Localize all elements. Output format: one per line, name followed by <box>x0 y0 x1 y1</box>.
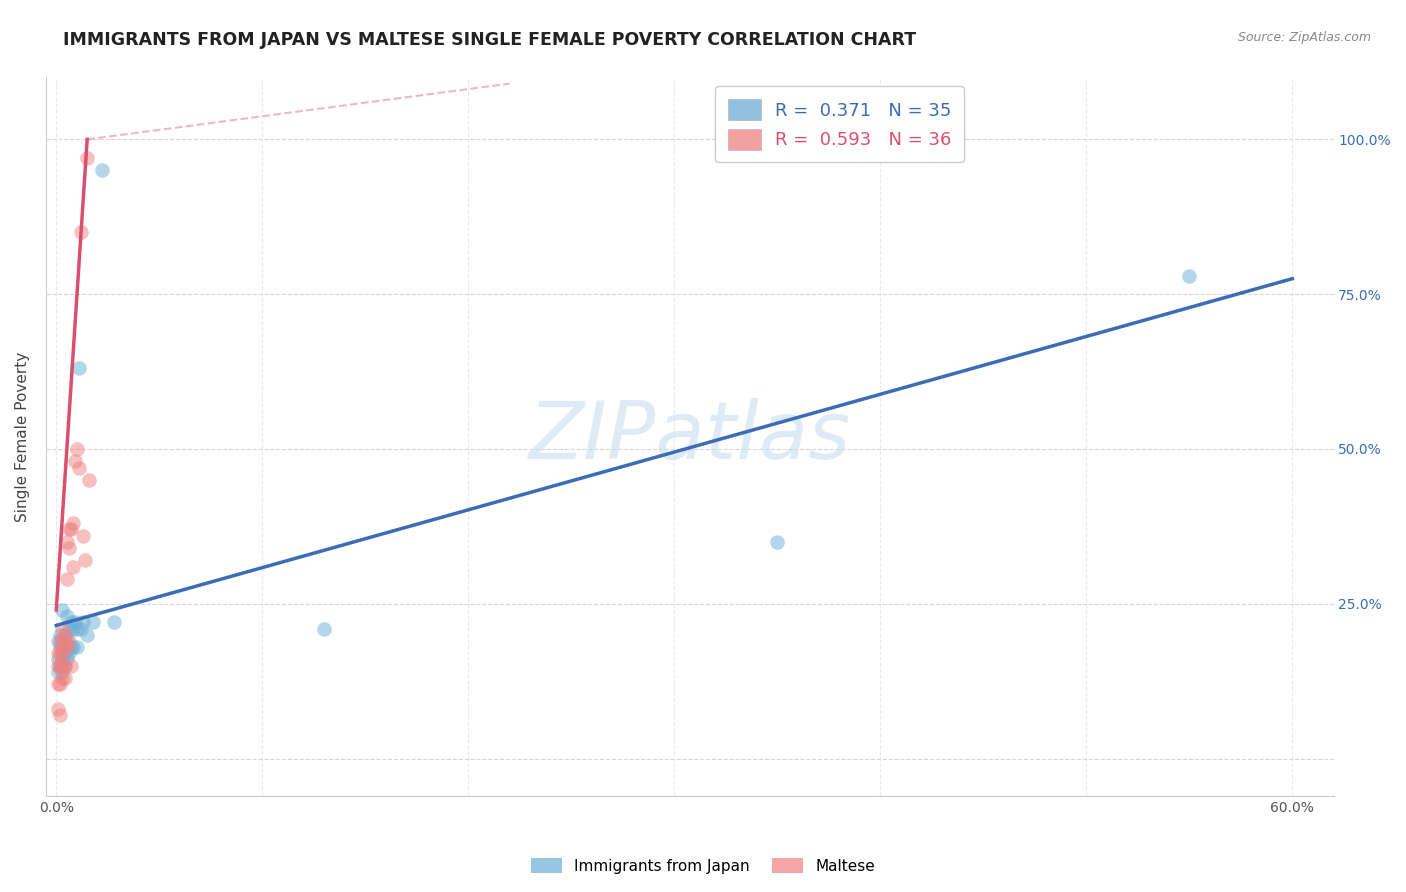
Point <box>51 603 73 617</box>
Point <box>51 658 73 673</box>
Point <box>53 671 76 685</box>
Point <box>76 151 98 165</box>
Point <box>59 615 82 630</box>
Point <box>51 640 73 654</box>
Point <box>53 628 76 642</box>
Point <box>55 572 77 586</box>
Point <box>82 615 104 630</box>
Point <box>59 640 82 654</box>
Point <box>66 640 89 654</box>
Point <box>49 658 72 673</box>
Point <box>51 665 73 679</box>
Point <box>67 361 90 376</box>
Point <box>46 665 69 679</box>
Point <box>62 640 84 654</box>
Point <box>59 658 82 673</box>
Text: IMMIGRANTS FROM JAPAN VS MALTESE SINGLE FEMALE POVERTY CORRELATION CHART: IMMIGRANTS FROM JAPAN VS MALTESE SINGLE … <box>63 31 917 49</box>
Text: ZIPatlas: ZIPatlas <box>529 398 851 475</box>
Point <box>55 534 77 549</box>
Point <box>55 633 77 648</box>
Point <box>90 163 112 178</box>
Point <box>51 652 73 666</box>
Point <box>53 658 76 673</box>
Point <box>72 615 94 630</box>
Point <box>49 708 72 723</box>
Point <box>58 541 80 555</box>
Point <box>76 628 98 642</box>
Point <box>63 454 86 468</box>
Point <box>67 460 90 475</box>
Point <box>62 622 84 636</box>
Point <box>63 615 86 630</box>
Point <box>53 658 76 673</box>
Point <box>49 677 72 691</box>
Point <box>55 652 77 666</box>
Point <box>59 523 82 537</box>
Point <box>66 442 89 456</box>
Point <box>766 534 789 549</box>
Point <box>62 559 84 574</box>
Legend: Immigrants from Japan, Maltese: Immigrants from Japan, Maltese <box>524 852 882 880</box>
Point <box>49 633 72 648</box>
Point <box>46 646 69 660</box>
Point <box>46 658 69 673</box>
Point <box>75 553 97 567</box>
Point <box>51 622 73 636</box>
Point <box>49 628 72 642</box>
Point <box>46 702 69 716</box>
Y-axis label: Single Female Poverty: Single Female Poverty <box>15 351 30 522</box>
Point <box>58 633 80 648</box>
Point <box>46 677 69 691</box>
Point <box>66 622 89 636</box>
Point <box>58 646 80 660</box>
Point <box>51 633 73 648</box>
Point <box>46 652 69 666</box>
Point <box>58 622 80 636</box>
Point <box>46 633 69 648</box>
Point <box>312 622 335 636</box>
Point <box>51 646 73 660</box>
Legend: R =  0.371   N = 35, R =  0.593   N = 36: R = 0.371 N = 35, R = 0.593 N = 36 <box>716 87 965 162</box>
Point <box>103 615 125 630</box>
Point <box>72 528 94 542</box>
Point <box>53 646 76 660</box>
Point <box>58 523 80 537</box>
Point <box>53 628 76 642</box>
Point <box>1178 268 1201 283</box>
Point <box>55 640 77 654</box>
Point <box>77 473 100 487</box>
Point <box>62 516 84 531</box>
Point <box>49 646 72 660</box>
Point <box>49 640 72 654</box>
Point <box>53 640 76 654</box>
Point <box>51 671 73 685</box>
Point <box>55 609 77 624</box>
Point <box>70 225 93 239</box>
Point <box>70 622 93 636</box>
Point <box>49 658 72 673</box>
Text: Source: ZipAtlas.com: Source: ZipAtlas.com <box>1237 31 1371 45</box>
